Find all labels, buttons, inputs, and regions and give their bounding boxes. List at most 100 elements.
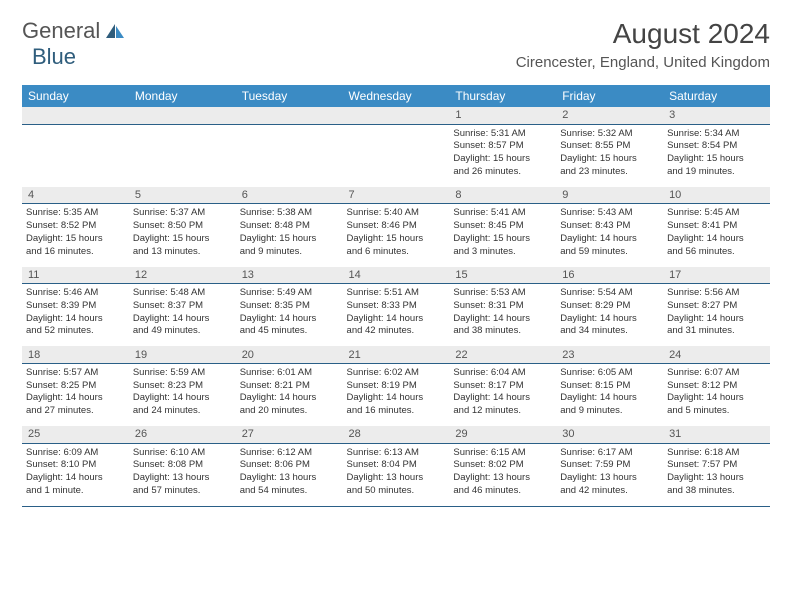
day-number: 1 <box>449 107 556 124</box>
day-detail-line: Daylight: 14 hours <box>453 313 552 326</box>
month-title: August 2024 <box>516 18 770 50</box>
day-detail-line: Daylight: 14 hours <box>560 233 659 246</box>
day-detail-line: Sunrise: 6:09 AM <box>26 447 125 460</box>
day-detail-line: Daylight: 14 hours <box>26 472 125 485</box>
day-cell: Sunrise: 6:12 AMSunset: 8:06 PMDaylight:… <box>236 443 343 506</box>
day-detail-line: and 20 minutes. <box>240 405 339 418</box>
day-detail-line: and 19 minutes. <box>667 166 766 179</box>
day-number: 2 <box>556 107 663 124</box>
day-detail-line: Sunrise: 6:01 AM <box>240 367 339 380</box>
day-detail-line: Sunrise: 5:48 AM <box>133 287 232 300</box>
day-detail-line: Sunrise: 5:59 AM <box>133 367 232 380</box>
day-cell: Sunrise: 6:02 AMSunset: 8:19 PMDaylight:… <box>343 363 450 426</box>
day-detail-line: Daylight: 15 hours <box>26 233 125 246</box>
day-number: 15 <box>449 267 556 284</box>
day-cell <box>22 124 129 187</box>
day-detail-line: Sunset: 8:08 PM <box>133 459 232 472</box>
day-detail-line: Sunset: 8:45 PM <box>453 220 552 233</box>
day-detail-line: Daylight: 15 hours <box>133 233 232 246</box>
day-detail-line: Daylight: 14 hours <box>667 392 766 405</box>
location-text: Cirencester, England, United Kingdom <box>516 54 770 71</box>
day-detail-line: Sunset: 8:39 PM <box>26 300 125 313</box>
day-detail-line: and 27 minutes. <box>26 405 125 418</box>
day-detail-line: Daylight: 14 hours <box>560 313 659 326</box>
day-cell: Sunrise: 5:43 AMSunset: 8:43 PMDaylight:… <box>556 204 663 267</box>
day-detail-line: Daylight: 14 hours <box>26 392 125 405</box>
day-number: 16 <box>556 267 663 284</box>
day-detail-line: Sunrise: 6:12 AM <box>240 447 339 460</box>
day-detail-line: Sunset: 8:50 PM <box>133 220 232 233</box>
day-detail-line: Sunset: 8:29 PM <box>560 300 659 313</box>
day-cell: Sunrise: 5:49 AMSunset: 8:35 PMDaylight:… <box>236 284 343 347</box>
day-detail-line: Sunset: 8:21 PM <box>240 380 339 393</box>
day-detail-line: Sunset: 8:41 PM <box>667 220 766 233</box>
day-cell: Sunrise: 6:01 AMSunset: 8:21 PMDaylight:… <box>236 363 343 426</box>
day-detail-line: Daylight: 15 hours <box>347 233 446 246</box>
day-detail-line: and 3 minutes. <box>453 246 552 259</box>
day-detail-line: Sunset: 8:06 PM <box>240 459 339 472</box>
day-detail-line: Sunset: 8:48 PM <box>240 220 339 233</box>
day-header: Friday <box>556 85 663 107</box>
day-number: 6 <box>236 187 343 204</box>
logo: General <box>22 18 128 44</box>
day-detail-line: Sunset: 8:37 PM <box>133 300 232 313</box>
day-detail-line: Sunset: 8:54 PM <box>667 140 766 153</box>
day-detail-line: Daylight: 13 hours <box>667 472 766 485</box>
day-detail-line: and 59 minutes. <box>560 246 659 259</box>
day-cell: Sunrise: 6:17 AMSunset: 7:59 PMDaylight:… <box>556 443 663 506</box>
day-number <box>129 107 236 124</box>
day-detail-line: Daylight: 14 hours <box>240 392 339 405</box>
day-detail-line: Sunrise: 5:45 AM <box>667 207 766 220</box>
logo-blue-wrap: Blue <box>32 44 76 70</box>
day-detail-line: Daylight: 15 hours <box>560 153 659 166</box>
day-number: 7 <box>343 187 450 204</box>
day-detail-line: Sunset: 8:04 PM <box>347 459 446 472</box>
day-detail-line: and 16 minutes. <box>26 246 125 259</box>
day-detail-line: and 38 minutes. <box>453 325 552 338</box>
day-detail-line: Sunrise: 5:57 AM <box>26 367 125 380</box>
daynum-row: 123 <box>22 107 770 124</box>
day-detail-line: Sunset: 8:55 PM <box>560 140 659 153</box>
day-number: 22 <box>449 346 556 363</box>
day-detail-line: Sunset: 7:59 PM <box>560 459 659 472</box>
page-header: General August 2024 Cirencester, England… <box>22 18 770 71</box>
day-detail-line: Sunset: 8:25 PM <box>26 380 125 393</box>
day-header: Saturday <box>663 85 770 107</box>
day-detail-line: Sunset: 8:23 PM <box>133 380 232 393</box>
day-detail-line: Daylight: 14 hours <box>667 313 766 326</box>
day-number: 9 <box>556 187 663 204</box>
day-detail-line: and 31 minutes. <box>667 325 766 338</box>
day-detail-line: Daylight: 14 hours <box>667 233 766 246</box>
day-cell: Sunrise: 6:09 AMSunset: 8:10 PMDaylight:… <box>22 443 129 506</box>
day-detail-line: Daylight: 14 hours <box>240 313 339 326</box>
day-cell: Sunrise: 5:37 AMSunset: 8:50 PMDaylight:… <box>129 204 236 267</box>
day-number: 25 <box>22 426 129 443</box>
day-cell: Sunrise: 5:51 AMSunset: 8:33 PMDaylight:… <box>343 284 450 347</box>
day-header: Sunday <box>22 85 129 107</box>
logo-text-general: General <box>22 18 100 44</box>
day-number: 14 <box>343 267 450 284</box>
day-number: 19 <box>129 346 236 363</box>
day-header: Wednesday <box>343 85 450 107</box>
day-detail-line: Daylight: 14 hours <box>560 392 659 405</box>
day-header: Thursday <box>449 85 556 107</box>
day-detail-line: and 49 minutes. <box>133 325 232 338</box>
day-detail-line: Sunrise: 5:51 AM <box>347 287 446 300</box>
day-detail-line: and 24 minutes. <box>133 405 232 418</box>
day-number: 4 <box>22 187 129 204</box>
week-row: Sunrise: 5:31 AMSunset: 8:57 PMDaylight:… <box>22 124 770 187</box>
day-detail-line: and 42 minutes. <box>347 325 446 338</box>
day-detail-line: and 52 minutes. <box>26 325 125 338</box>
day-header-row: Sunday Monday Tuesday Wednesday Thursday… <box>22 85 770 107</box>
day-detail-line: Sunset: 8:17 PM <box>453 380 552 393</box>
day-number: 18 <box>22 346 129 363</box>
day-number <box>236 107 343 124</box>
day-detail-line: Daylight: 14 hours <box>347 313 446 326</box>
day-detail-line: Daylight: 14 hours <box>26 313 125 326</box>
daynum-row: 18192021222324 <box>22 346 770 363</box>
day-number: 23 <box>556 346 663 363</box>
day-detail-line: Sunrise: 5:37 AM <box>133 207 232 220</box>
day-number: 10 <box>663 187 770 204</box>
day-detail-line: and 16 minutes. <box>347 405 446 418</box>
day-detail-line: Sunset: 8:52 PM <box>26 220 125 233</box>
